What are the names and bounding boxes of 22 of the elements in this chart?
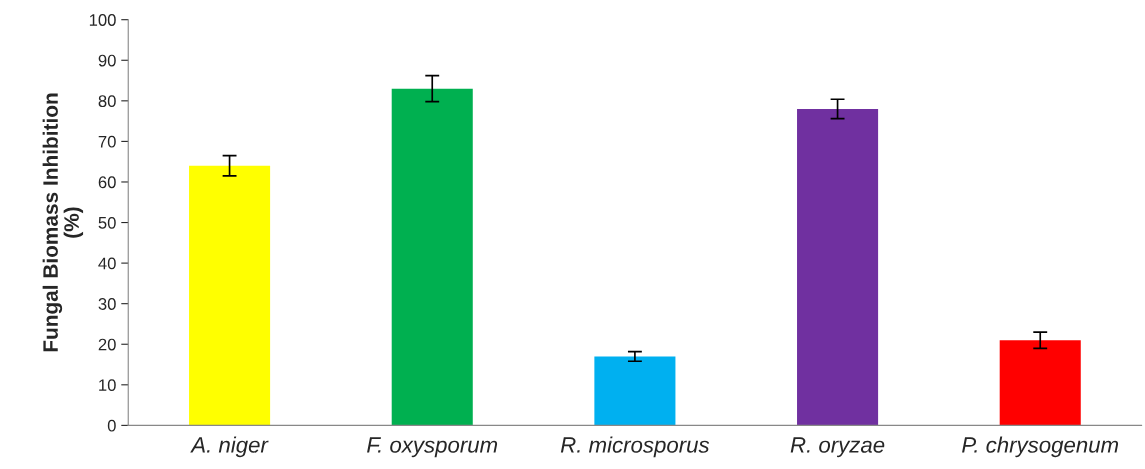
y-tick-label: 60 (98, 176, 116, 189)
bar (594, 356, 676, 426)
y-axis-title: Fungal Biomass Inhibition (%) (42, 93, 84, 352)
bar (797, 108, 879, 426)
x-tick-label: F. oxysporum (367, 437, 498, 458)
y-tick-label: 50 (98, 216, 116, 229)
y-tick-label: 40 (98, 257, 116, 270)
x-tick-label: P. chrysogenum (962, 436, 1119, 458)
bar (391, 88, 473, 426)
bar (189, 165, 271, 426)
y-tick-label: 100 (89, 14, 116, 26)
y-tick-label: 0 (107, 419, 116, 432)
bar (999, 340, 1081, 426)
y-tick-label: 10 (99, 379, 116, 392)
x-tick-label: A. niger (190, 436, 269, 458)
y-tick-label: 80 (98, 95, 116, 108)
x-tick-label: R. microsporus (560, 436, 710, 458)
y-tick-label: 70 (98, 135, 116, 148)
y-tick-label: 90 (98, 54, 116, 67)
x-tick-label: R. oryzae (790, 437, 885, 458)
y-tick-label: 30 (98, 298, 116, 310)
y-tick-label: 20 (98, 338, 116, 351)
